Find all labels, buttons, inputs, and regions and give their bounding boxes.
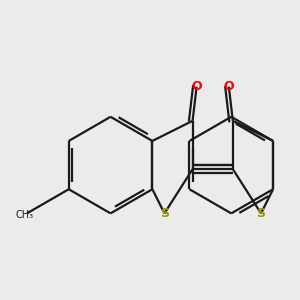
Text: O: O (191, 80, 202, 93)
Text: S: S (160, 207, 169, 220)
Text: CH₃: CH₃ (16, 210, 34, 220)
Text: O: O (224, 80, 234, 93)
Text: S: S (256, 207, 266, 220)
